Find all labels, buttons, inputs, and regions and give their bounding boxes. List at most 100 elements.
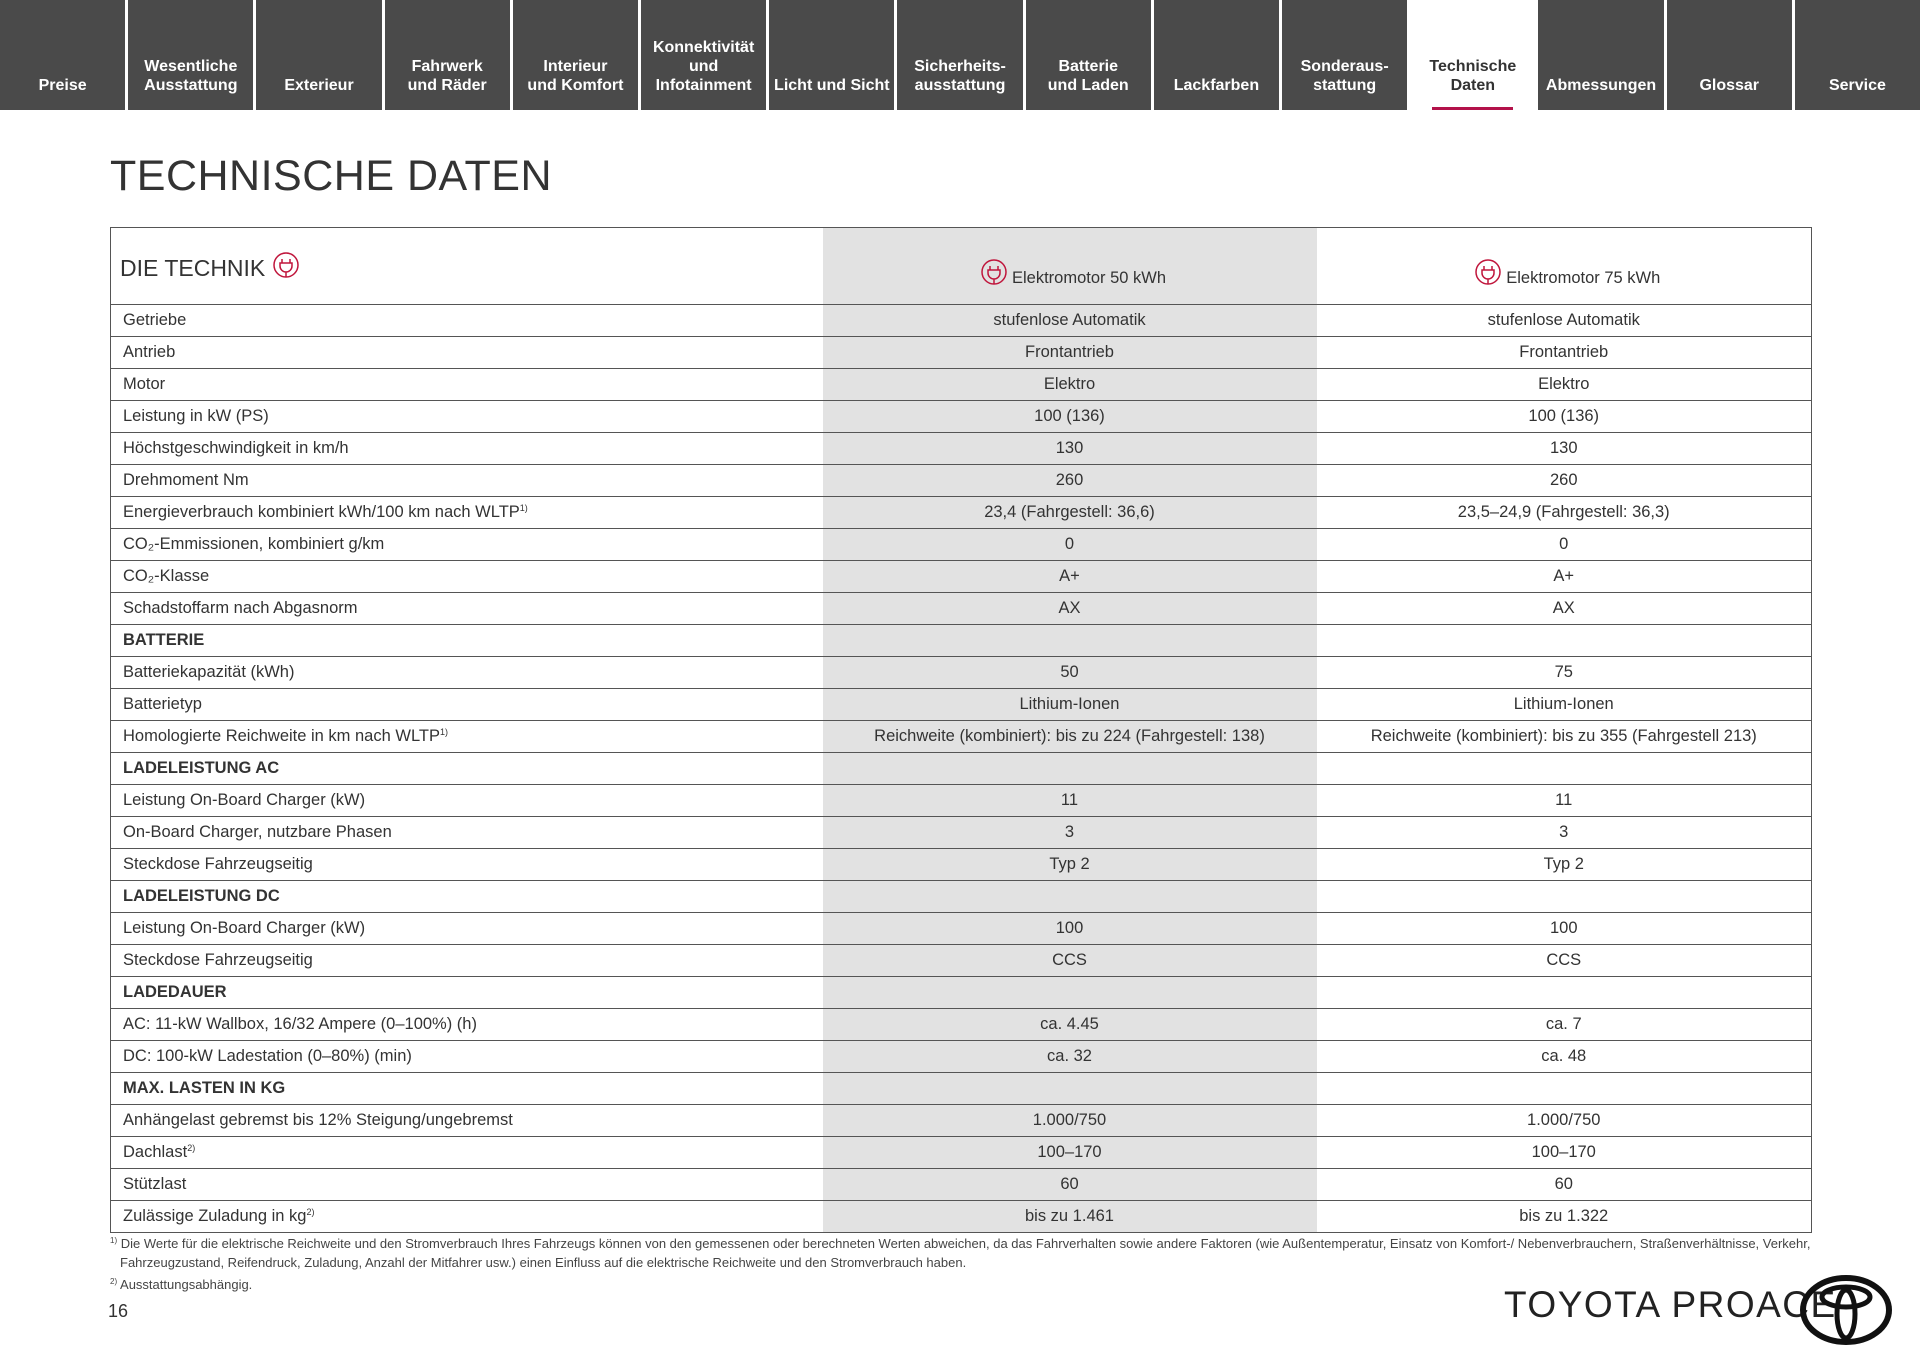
nav-tab[interactable]: Service <box>1794 0 1920 110</box>
row-label: Drehmoment Nm <box>123 471 249 489</box>
nav-tab[interactable]: Licht und Sicht <box>769 0 895 110</box>
nav-tab[interactable]: Sonderaus- stattung <box>1282 0 1408 110</box>
row-label-cell: Steckdose Fahrzeugseitig <box>110 848 823 881</box>
spec-row: DC: 100-kW Ladestation (0–80%) (min) ca. … <box>110 1040 1812 1073</box>
row-label-cell: Antrieb <box>110 336 823 369</box>
cell-value: Lithium-Ionen <box>1019 695 1120 713</box>
row-label: Anhängelast gebremst bis 12% Steigung/un… <box>123 1111 513 1129</box>
value-cell <box>822 752 1317 785</box>
value-cell: 3 <box>822 816 1317 849</box>
cell-value: 1.000/750 <box>1527 1111 1601 1129</box>
cell-value: 11 <box>1060 791 1079 809</box>
nav-tab[interactable]: Batterie und Laden <box>1025 0 1151 110</box>
value-cell <box>822 624 1317 657</box>
value-cell <box>1316 1072 1812 1105</box>
value-cell: A+ <box>822 560 1317 593</box>
cell-value: Typ 2 <box>1049 855 1090 873</box>
cell-value: 130 <box>1055 439 1084 457</box>
value-cell: 23,5–24,9 (Fahrgestell: 36,3) <box>1316 496 1812 529</box>
row-label: CO₂-Klasse <box>123 567 210 585</box>
row-label: Steckdose Fahrzeugseitig <box>123 951 313 969</box>
spec-row: Leistung On-Board Charger (kW) 11 11 <box>110 784 1812 817</box>
row-label-cell: On-Board Charger, nutzbare Phasen <box>110 816 823 849</box>
row-label-cell: LADELEISTUNG DC <box>110 880 823 913</box>
row-label: Homologierte Reichweite in km nach WLTP <box>123 727 440 745</box>
value-cell: 100–170 <box>1316 1136 1812 1169</box>
row-label: Dachlast <box>123 1143 188 1161</box>
row-label: On-Board Charger, nutzbare Phasen <box>123 823 392 841</box>
row-label: DC: 100-kW Ladestation (0–80%) (min) <box>123 1047 412 1065</box>
spec-row: Antrieb Frontantrieb Frontantrieb <box>110 336 1812 369</box>
row-label-cell: Homologierte Reichweite in km nach WLTP1… <box>110 720 823 753</box>
value-cell: stufenlose Automatik <box>822 304 1317 337</box>
nav-tab[interactable]: Sicherheits- ausstattung <box>897 0 1023 110</box>
column-title: Elektromotor 50 kWh <box>1011 268 1167 287</box>
row-label-cell: Steckdose Fahrzeugseitig <box>110 944 823 977</box>
cell-value: 0 <box>1064 535 1075 553</box>
value-cell: Frontantrieb <box>822 336 1317 369</box>
footnote-ref: 2) <box>187 1143 196 1153</box>
row-label-cell: BATTERIE <box>110 624 823 657</box>
nav-tab[interactable]: Abmessungen <box>1538 0 1664 110</box>
cell-value: ca. 32 <box>1047 1047 1092 1065</box>
value-cell: Typ 2 <box>822 848 1317 881</box>
row-label: LADELEISTUNG DC <box>123 887 280 905</box>
nav-tab[interactable]: Technische Daten <box>1410 0 1536 110</box>
value-cell <box>822 1072 1317 1105</box>
spec-row: Stützlast 60 60 <box>110 1168 1812 1201</box>
row-label: Leistung On-Board Charger (kW) <box>123 919 366 937</box>
spec-row: Motor Elektro Elektro <box>110 368 1812 401</box>
value-cell: 100 <box>822 912 1317 945</box>
cell-value: 60 <box>1554 1175 1573 1193</box>
row-label: Stützlast <box>123 1175 187 1193</box>
row-label-cell: Leistung On-Board Charger (kW) <box>110 912 823 945</box>
section-row: BATTERIE <box>110 624 1812 657</box>
cell-value: Frontantrieb <box>1519 343 1609 361</box>
value-cell: CCS <box>1316 944 1812 977</box>
value-cell: 0 <box>822 528 1317 561</box>
cell-value: AX <box>1552 599 1575 617</box>
row-label-cell: Anhängelast gebremst bis 12% Steigung/un… <box>110 1104 823 1137</box>
cell-value: bis zu 1.322 <box>1519 1207 1609 1225</box>
cell-value: 260 <box>1055 471 1084 489</box>
nav-tab[interactable]: Fahrwerk und Räder <box>384 0 510 110</box>
value-cell: Reichweite (kombiniert): bis zu 355 (Fah… <box>1316 720 1812 753</box>
cell-value: 100 (136) <box>1528 407 1600 425</box>
row-label-cell: Leistung in kW (PS) <box>110 400 823 433</box>
column-head: Elektromotor 75 kWh <box>1316 227 1812 305</box>
nav-tab[interactable]: Glossar <box>1666 0 1792 110</box>
row-label-cell: CO₂-Klasse <box>110 560 823 593</box>
nav-tab[interactable]: Wesentliche Ausstattung <box>128 0 254 110</box>
spec-row: Energieverbrauch kombiniert kWh/100 km n… <box>110 496 1812 529</box>
nav-tab[interactable]: Konnektivität und Infotainment <box>641 0 767 110</box>
nav-tab[interactable]: Preise <box>0 0 126 110</box>
value-cell: AX <box>822 592 1317 625</box>
footnote-ref: 1) <box>439 727 448 737</box>
column-head: Elektromotor 50 kWh <box>822 227 1317 305</box>
cell-value: A+ <box>1553 567 1575 585</box>
row-label: Getriebe <box>123 311 187 329</box>
row-label: MAX. LASTEN IN KG <box>123 1079 286 1097</box>
cell-value: Reichweite (kombiniert): bis zu 355 (Fah… <box>1370 727 1757 745</box>
row-label: Höchstgeschwindigkeit in km/h <box>123 439 349 457</box>
spec-row: CO₂-Emmissionen, kombiniert g/km 0 0 <box>110 528 1812 561</box>
value-cell <box>822 880 1317 913</box>
plug-icon <box>1475 258 1501 285</box>
cell-value: Lithium-Ionen <box>1513 695 1614 713</box>
row-label: Antrieb <box>123 343 176 361</box>
nav-tab[interactable]: Lackfarben <box>1153 0 1280 110</box>
spec-row: Schadstoffarm nach Abgasnorm AX AX <box>110 592 1812 625</box>
plug-icon <box>981 258 1007 285</box>
value-cell: 60 <box>1316 1168 1812 1201</box>
value-cell: Elektro <box>1316 368 1812 401</box>
value-cell: 23,4 (Fahrgestell: 36,6) <box>822 496 1317 529</box>
footnote-text: Die Werte für die elektrische Reichweite… <box>120 1236 1811 1270</box>
value-cell: 100 (136) <box>822 400 1317 433</box>
section-row: MAX. LASTEN IN KG <box>110 1072 1812 1105</box>
row-label: Batteriekapazität (kWh) <box>123 663 295 681</box>
footnote: 2) Ausstattungsabhängig. <box>110 1272 1830 1294</box>
nav-tab[interactable]: Exterieur <box>256 0 382 110</box>
nav-tab[interactable]: Interieur und Komfort <box>512 0 639 110</box>
value-cell <box>1316 880 1812 913</box>
